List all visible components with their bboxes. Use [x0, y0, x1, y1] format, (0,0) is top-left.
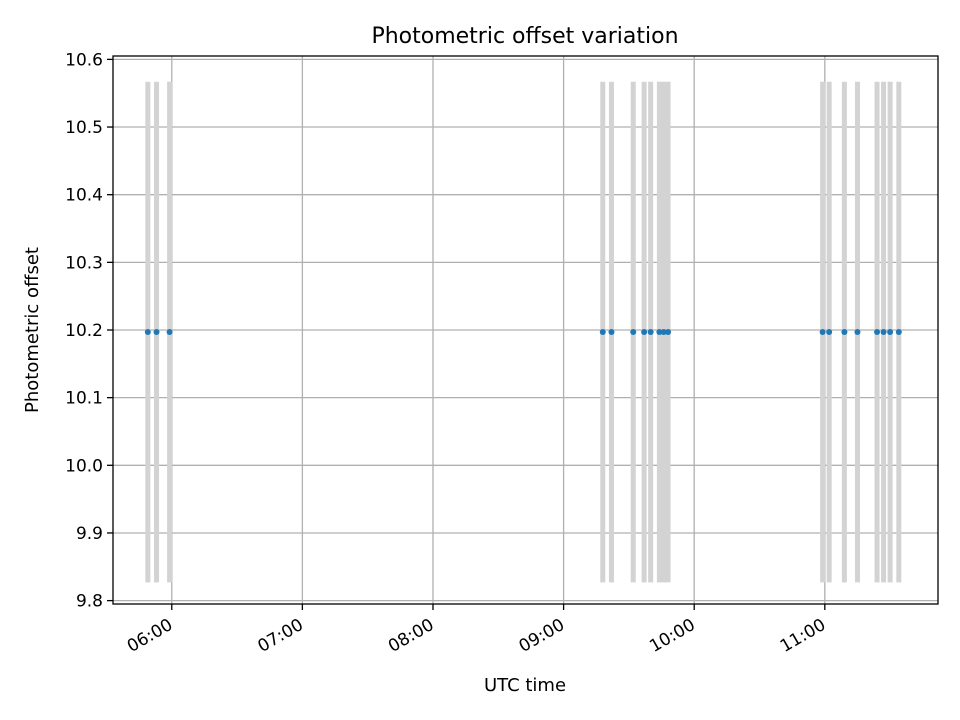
y-axis-ticks: 9.8 9.9 10.0 10.1 10.2 10.3 10.4 10.5 10.6 — [65, 50, 113, 612]
y-axis-label: Photometric offset — [22, 247, 43, 413]
data-point — [144, 329, 151, 336]
x-tick-label: 09:00 — [516, 615, 568, 657]
data-points — [144, 329, 902, 336]
data-point — [826, 329, 833, 336]
y-tick-label: 10.5 — [65, 118, 103, 138]
data-point — [647, 329, 654, 336]
x-tick-label: 10:00 — [646, 615, 698, 657]
data-point — [153, 329, 160, 336]
data-point — [656, 329, 663, 336]
data-point — [819, 329, 826, 336]
y-tick-label: 10.4 — [65, 186, 103, 206]
y-tick-label: 10.0 — [65, 456, 103, 476]
data-point — [841, 329, 848, 336]
grid-lines — [113, 56, 938, 604]
x-tick-label: 07:00 — [254, 615, 306, 657]
y-tick-label: 10.2 — [65, 321, 103, 341]
x-tick-label: 08:00 — [385, 615, 437, 657]
x-axis-label: UTC time — [484, 675, 566, 696]
x-axis-ticks: 06:00 07:00 08:00 09:00 10:00 11:00 — [124, 604, 829, 657]
y-tick-label: 10.1 — [65, 389, 103, 409]
error-bars — [145, 81, 902, 583]
data-point — [630, 329, 637, 336]
x-tick-label: 06:00 — [124, 615, 176, 657]
data-point — [660, 329, 667, 336]
data-point — [665, 329, 672, 336]
y-tick-label: 10.6 — [65, 50, 103, 70]
data-point — [874, 329, 881, 336]
data-point — [880, 329, 887, 336]
data-point — [599, 329, 606, 336]
chart-title: Photometric offset variation — [371, 24, 678, 49]
data-point — [854, 329, 861, 336]
data-point — [641, 329, 648, 336]
y-tick-label: 10.3 — [65, 253, 103, 273]
y-tick-label: 9.8 — [76, 592, 103, 612]
data-point — [895, 329, 902, 336]
y-tick-label: 9.9 — [76, 524, 103, 544]
data-point — [608, 329, 615, 336]
data-point — [166, 329, 173, 336]
data-point — [887, 329, 894, 336]
x-tick-label: 11:00 — [777, 615, 829, 657]
